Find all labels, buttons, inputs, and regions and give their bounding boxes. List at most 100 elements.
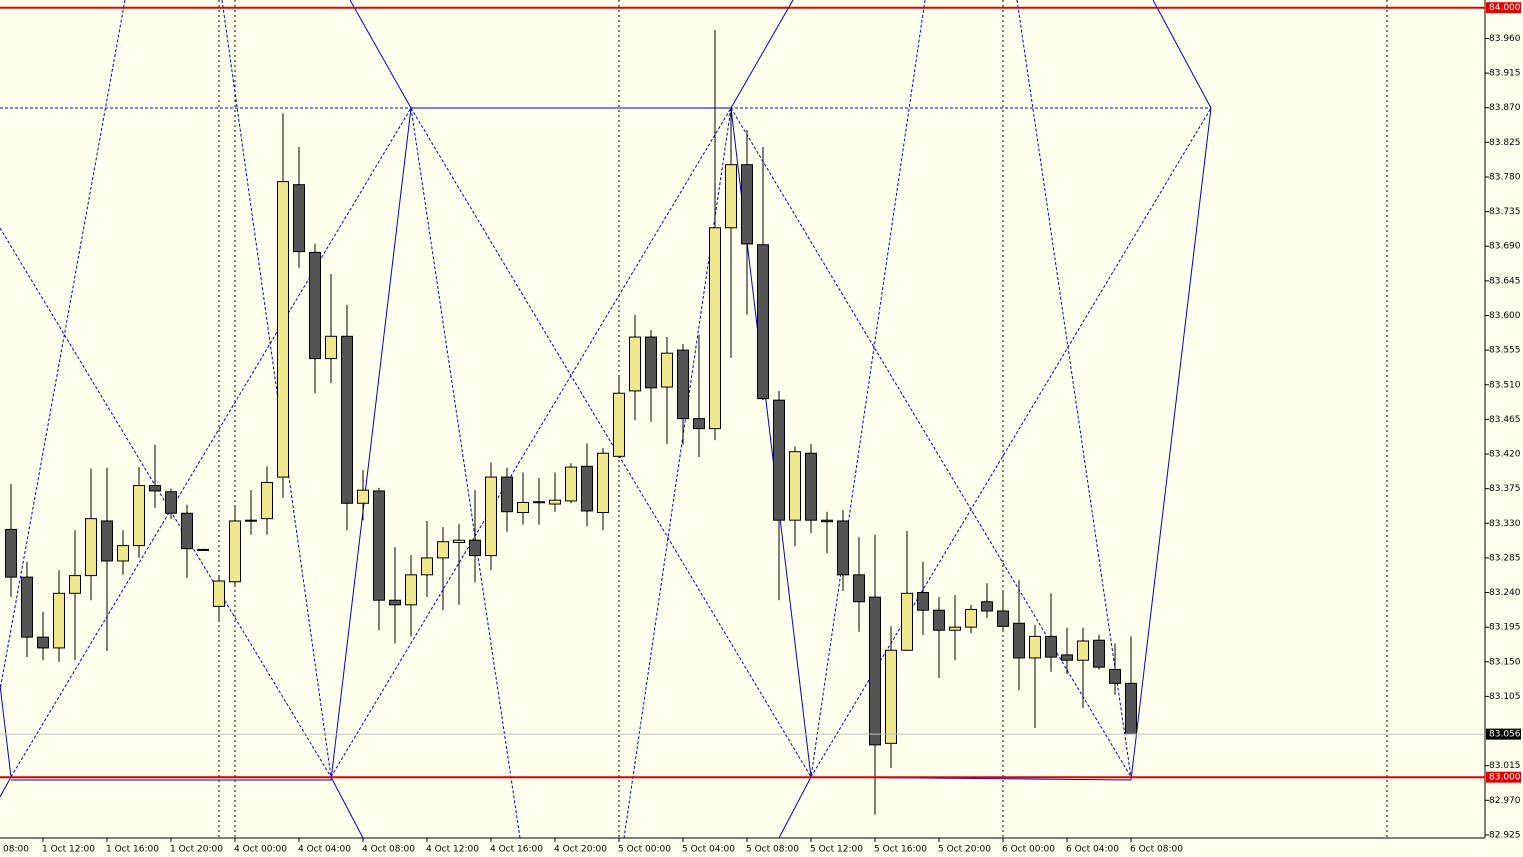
y-tick-label: 83.690 (1489, 242, 1521, 252)
candle-body (885, 649, 897, 744)
candle-body (837, 520, 849, 576)
candle-body (613, 392, 625, 457)
candle-body (677, 349, 689, 420)
x-tick-label: 5 Oct 20:00 (938, 845, 991, 855)
y-tick-label: 83.510 (1489, 380, 1521, 390)
y-tick-label: 83.015 (1489, 761, 1521, 771)
candle-body (197, 548, 209, 551)
candle-body (1125, 682, 1137, 735)
candle-body (421, 557, 433, 576)
candle-body (85, 518, 97, 577)
x-tick-label: 08:00 (3, 845, 29, 855)
y-tick-label: 83.960 (1489, 34, 1521, 44)
candle-body (1045, 635, 1057, 658)
candle-body (309, 251, 321, 360)
candle-body (37, 636, 49, 649)
candle-body (533, 501, 545, 504)
y-tick-label: 83.645 (1489, 276, 1521, 286)
candle-body (405, 574, 417, 606)
y-tick-label: 83.150 (1489, 657, 1521, 667)
candle-body (549, 499, 561, 505)
candle-body (565, 466, 577, 502)
level-label-box (1486, 2, 1521, 14)
y-tick-label: 83.780 (1489, 172, 1521, 182)
candle-body (805, 452, 817, 521)
y-tick-label: 83.735 (1489, 207, 1521, 217)
candle-body (213, 580, 225, 607)
x-tick-label: 6 Oct 00:00 (1002, 845, 1055, 855)
candle-body (661, 352, 673, 388)
candle-body (853, 574, 865, 603)
x-tick-label: 4 Oct 12:00 (426, 845, 479, 855)
candle-body (597, 452, 609, 513)
candle-body (453, 539, 465, 544)
candle-body (1093, 639, 1105, 668)
candle-body (181, 512, 193, 550)
y-tick-label: 83.915 (1489, 69, 1521, 79)
y-tick-label: 83.240 (1489, 588, 1521, 598)
x-tick-label: 4 Oct 00:00 (234, 845, 287, 855)
x-tick-label: 1 Oct 16:00 (106, 845, 159, 855)
candle-body (949, 626, 961, 631)
x-tick-label: 4 Oct 04:00 (298, 845, 351, 855)
candle-body (101, 520, 113, 562)
candle-body (581, 465, 593, 512)
candle-body (165, 491, 177, 514)
x-tick-label: 4 Oct 20:00 (554, 845, 607, 855)
last-price-box (1486, 728, 1521, 740)
candle-body (149, 485, 161, 492)
candle-body (117, 545, 129, 562)
x-tick-label: 6 Oct 08:00 (1130, 845, 1183, 855)
candle-body (389, 599, 401, 606)
y-tick-label: 83.465 (1489, 415, 1521, 425)
candle-body (901, 592, 913, 651)
candle-body (821, 519, 833, 523)
candle-body (469, 539, 481, 557)
candle-body (757, 244, 769, 400)
candle-body (53, 592, 65, 649)
y-tick-label: 83.195 (1489, 623, 1521, 633)
x-tick-label: 1 Oct 20:00 (170, 845, 223, 855)
y-tick-label: 83.330 (1489, 519, 1521, 529)
candle-body (341, 335, 353, 504)
candle-body (133, 485, 145, 547)
candle-body (357, 489, 369, 504)
candle-body (293, 184, 305, 253)
candle-body (869, 596, 881, 746)
candle-body (485, 476, 497, 557)
y-tick-label: 83.375 (1489, 484, 1521, 494)
candle-body (325, 335, 337, 360)
candle-body (741, 164, 753, 245)
y-tick-label: 83.870 (1489, 103, 1521, 113)
candle-body (725, 164, 737, 229)
candle-body (501, 476, 513, 513)
y-tick-label: 83.420 (1489, 450, 1521, 460)
candle-body (933, 609, 945, 631)
candle-body (693, 418, 705, 430)
y-tick-label: 83.285 (1489, 553, 1521, 563)
x-tick-label: 5 Oct 04:00 (682, 845, 735, 855)
candle-body (981, 601, 993, 612)
candle-body (997, 610, 1009, 627)
candle-body (373, 490, 385, 601)
candle-body (517, 501, 529, 513)
candle-body (69, 575, 81, 594)
candle-body (917, 592, 929, 611)
candle-body (1029, 635, 1041, 659)
y-tick-label: 82.970 (1489, 796, 1521, 806)
candle-body (645, 336, 657, 389)
candle-body (629, 336, 641, 392)
candle-body (245, 519, 257, 522)
candle-body (21, 576, 33, 638)
candle-body (789, 451, 801, 521)
y-tick-label: 83.600 (1489, 311, 1521, 321)
x-tick-label: 5 Oct 00:00 (618, 845, 671, 855)
x-tick-label: 5 Oct 08:00 (746, 845, 799, 855)
x-tick-label: 5 Oct 16:00 (874, 845, 927, 855)
x-tick-label: 6 Oct 04:00 (1066, 845, 1119, 855)
level-label: 84.000 (1489, 3, 1521, 13)
y-tick-label: 83.105 (1489, 692, 1521, 702)
candle-body (277, 181, 289, 478)
candle-body (261, 481, 273, 520)
y-tick-label: 83.555 (1489, 346, 1521, 356)
